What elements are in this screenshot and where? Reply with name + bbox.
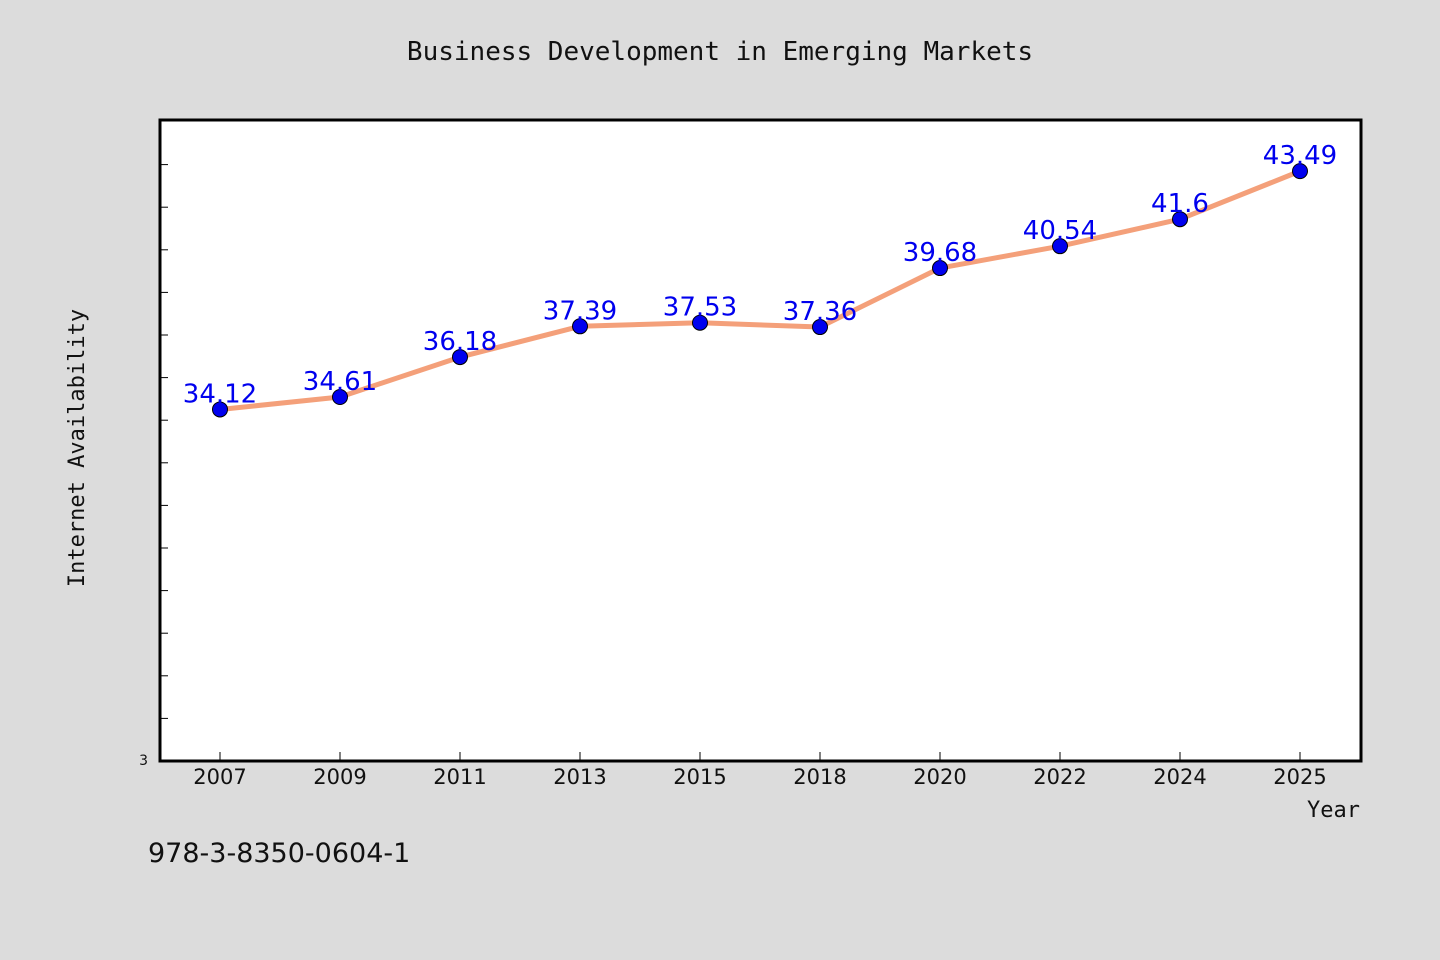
x-tick-label: 2007 xyxy=(193,765,246,789)
chart-title: Business Development in Emerging Markets xyxy=(407,37,1033,67)
data-point-marker xyxy=(1292,163,1308,180)
data-point-label: 37.53 xyxy=(663,293,737,323)
y-axis-title: Internet Availability xyxy=(65,309,90,587)
data-point-marker xyxy=(692,314,708,331)
x-tick-label: 2015 xyxy=(673,765,726,789)
plot-area xyxy=(160,120,1361,761)
data-point-marker xyxy=(1052,238,1068,255)
data-point-label: 34.12 xyxy=(183,379,257,409)
data-point-label: 40.54 xyxy=(1023,216,1097,246)
series-markers xyxy=(212,163,1308,418)
x-tick-label: 2020 xyxy=(913,765,966,789)
plot-frame xyxy=(158,118,1363,763)
data-point-marker xyxy=(332,389,348,406)
data-point-label: 39.68 xyxy=(903,238,977,268)
data-point-marker xyxy=(452,349,468,366)
x-tick-label: 2011 xyxy=(433,765,486,789)
data-point-marker xyxy=(572,318,588,335)
x-tick-label: 2009 xyxy=(313,765,366,789)
x-tick-label: 2013 xyxy=(553,765,606,789)
data-point-label: 37.36 xyxy=(783,297,857,327)
data-point-marker xyxy=(812,319,828,336)
data-point-label: 43.49 xyxy=(1263,141,1337,171)
data-point-label: 34.61 xyxy=(303,367,377,397)
data-point-label: 36.18 xyxy=(423,327,497,357)
x-tick-label: 2024 xyxy=(1153,765,1206,789)
footer-code: 978-3-8350-0604-1 xyxy=(148,838,410,869)
x-tick-label: 2022 xyxy=(1033,765,1086,789)
data-point-marker xyxy=(1172,211,1188,228)
x-tick-label: 2018 xyxy=(793,765,846,789)
series-line xyxy=(217,168,1303,412)
y-tick-label: 3 xyxy=(139,753,148,769)
data-labels: 34.12 34.61 36.18 37.39 37.53 37.36 39.68 40.54… xyxy=(183,141,1337,409)
data-point-marker xyxy=(212,401,228,418)
x-tick-label: 2025 xyxy=(1273,765,1326,789)
data-point-label: 37.39 xyxy=(543,296,617,326)
data-point-marker xyxy=(932,260,948,277)
x-axis-title: Year xyxy=(1307,798,1360,823)
x-axis-ticks: 2007 2009 2011 2013 2015 2018 2020 2022 2024 2025 xyxy=(193,752,1327,789)
data-point-label: 41.6 xyxy=(1151,189,1209,219)
